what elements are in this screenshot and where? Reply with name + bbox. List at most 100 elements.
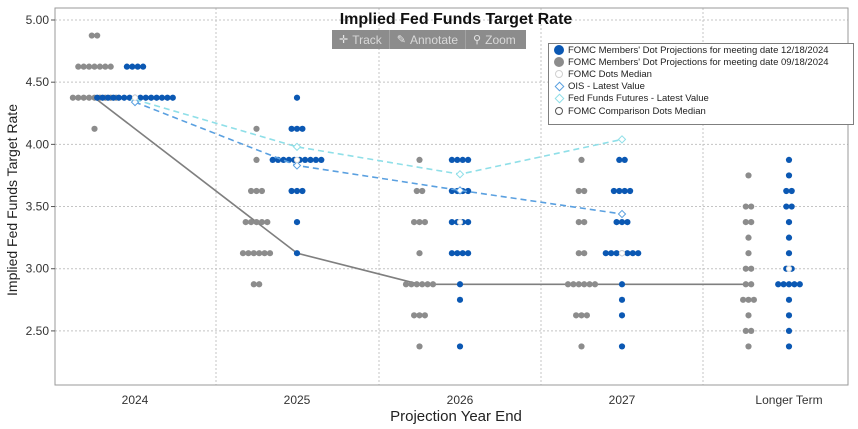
sep-dot bbox=[575, 250, 582, 257]
sep-dot bbox=[248, 187, 255, 195]
y-tick-label: 3.00 bbox=[26, 262, 50, 276]
sep-dot bbox=[91, 63, 98, 70]
dec-dot bbox=[635, 250, 642, 257]
dec-dot bbox=[110, 94, 117, 101]
dec-dot bbox=[129, 63, 136, 70]
track-label: Track bbox=[352, 32, 382, 47]
dec-dot bbox=[465, 250, 472, 257]
annotate-label: Annotate bbox=[410, 32, 459, 47]
dec-dot bbox=[148, 94, 155, 101]
track-button[interactable]: ✛ Track bbox=[332, 30, 390, 49]
y-tick-label: 2.50 bbox=[26, 324, 50, 338]
legend-label: FOMC Comparison Dots Median bbox=[568, 105, 706, 117]
legend-item-ois[interactable]: OIS - Latest Value bbox=[549, 81, 853, 93]
dec-dot bbox=[602, 250, 609, 257]
sep-dot bbox=[575, 187, 582, 195]
legend-item-futures[interactable]: Fed Funds Futures - Latest Value bbox=[549, 93, 853, 105]
legend-item-dots-median[interactable]: FOMC Dots Median bbox=[549, 68, 853, 80]
ring-icon bbox=[555, 107, 563, 116]
dec-dot bbox=[312, 156, 319, 164]
dec-dot bbox=[791, 281, 798, 288]
dec-dot bbox=[302, 156, 309, 164]
dec-dot bbox=[785, 218, 793, 226]
text-layer: 2.50 3.00 3.50 4.00 4.50 5.00 2024 2025 2026 2027… bbox=[4, 11, 823, 425]
sep-dot bbox=[258, 218, 265, 226]
dec-dot bbox=[293, 94, 301, 101]
dec-dot bbox=[288, 187, 295, 195]
legend-item-comparison-median[interactable]: FOMC Comparison Dots Median bbox=[549, 105, 853, 117]
sep-dot bbox=[750, 296, 758, 303]
dec-dot bbox=[153, 94, 160, 101]
sep-dot bbox=[107, 63, 114, 70]
dots-median-marker bbox=[785, 265, 793, 272]
dec-dot bbox=[158, 94, 166, 101]
sep-dot bbox=[424, 281, 431, 288]
sep-dot bbox=[745, 296, 752, 303]
sep-dot bbox=[421, 218, 428, 226]
sep-dot bbox=[742, 327, 749, 335]
sep-dot bbox=[581, 250, 588, 257]
sep-dot bbox=[742, 218, 749, 226]
dec-dot bbox=[785, 281, 793, 288]
sep-dot bbox=[745, 312, 752, 319]
chart-title: Implied Fed Funds Target Rate bbox=[340, 11, 573, 28]
sep-dot bbox=[581, 281, 588, 288]
dec-dot bbox=[624, 218, 631, 226]
sep-dot bbox=[413, 281, 420, 288]
sep-dot bbox=[564, 281, 572, 288]
ois-marker bbox=[617, 209, 627, 219]
legend-label: FOMC Members' Dot Projections for meetin… bbox=[568, 56, 829, 68]
dec-dot bbox=[788, 187, 795, 195]
dec-dot bbox=[783, 187, 790, 195]
ois-marker bbox=[130, 97, 140, 107]
legend-label: OIS - Latest Value bbox=[568, 81, 645, 93]
sep-dot bbox=[256, 281, 263, 288]
sep-dot bbox=[253, 218, 260, 226]
sep-dot bbox=[578, 343, 585, 350]
dots-median-marker bbox=[293, 156, 301, 164]
dec-dot bbox=[448, 218, 455, 226]
zoom-button[interactable]: ⚲ Zoom bbox=[466, 30, 523, 49]
dots-median-marker bbox=[456, 218, 464, 226]
dec-dot bbox=[608, 250, 615, 257]
small-circle-icon bbox=[555, 70, 563, 79]
annotate-button[interactable]: ✎ Annotate bbox=[390, 30, 467, 49]
sep-dot bbox=[250, 250, 257, 257]
sep-dot bbox=[248, 218, 255, 226]
dec-dot bbox=[164, 94, 171, 101]
dec-dot bbox=[123, 63, 130, 70]
dec-dot bbox=[785, 343, 793, 350]
sep-dot bbox=[575, 218, 582, 226]
sep-dot bbox=[408, 281, 415, 288]
sep-dot bbox=[578, 312, 585, 319]
sep-dot bbox=[581, 187, 588, 195]
sep-dot bbox=[742, 281, 749, 288]
dec-dot bbox=[618, 296, 626, 303]
sep-dot bbox=[253, 187, 260, 195]
dec-dot bbox=[318, 156, 325, 164]
sep-dot bbox=[402, 281, 410, 288]
legend-label: FOMC Members' Dot Projections for meetin… bbox=[568, 44, 829, 56]
pencil-icon: ✎ bbox=[396, 34, 406, 46]
x-tick-label: 2024 bbox=[122, 393, 149, 407]
legend-item-dec-dots[interactable]: FOMC Members' Dot Projections for meetin… bbox=[549, 44, 853, 56]
sep-dot bbox=[745, 250, 752, 257]
sep-dot bbox=[86, 94, 93, 101]
legend-item-sep-dots[interactable]: FOMC Members' Dot Projections for meetin… bbox=[549, 56, 853, 68]
futures-marker bbox=[617, 135, 627, 144]
dec-dot bbox=[99, 94, 106, 101]
dec-dot bbox=[293, 218, 301, 226]
dec-dot bbox=[613, 218, 620, 226]
sep-dot bbox=[411, 218, 418, 226]
dec-dot bbox=[788, 203, 795, 210]
sep-dot bbox=[69, 94, 76, 101]
sep-dot bbox=[96, 63, 103, 70]
dec-dot bbox=[448, 250, 455, 257]
dec-dot bbox=[94, 94, 101, 101]
x-tick-label: 2025 bbox=[284, 393, 311, 407]
sep-dot bbox=[250, 281, 257, 288]
dec-dot bbox=[613, 250, 620, 257]
legend-label: Fed Funds Futures - Latest Value bbox=[568, 93, 709, 105]
sep-dot bbox=[253, 156, 260, 164]
